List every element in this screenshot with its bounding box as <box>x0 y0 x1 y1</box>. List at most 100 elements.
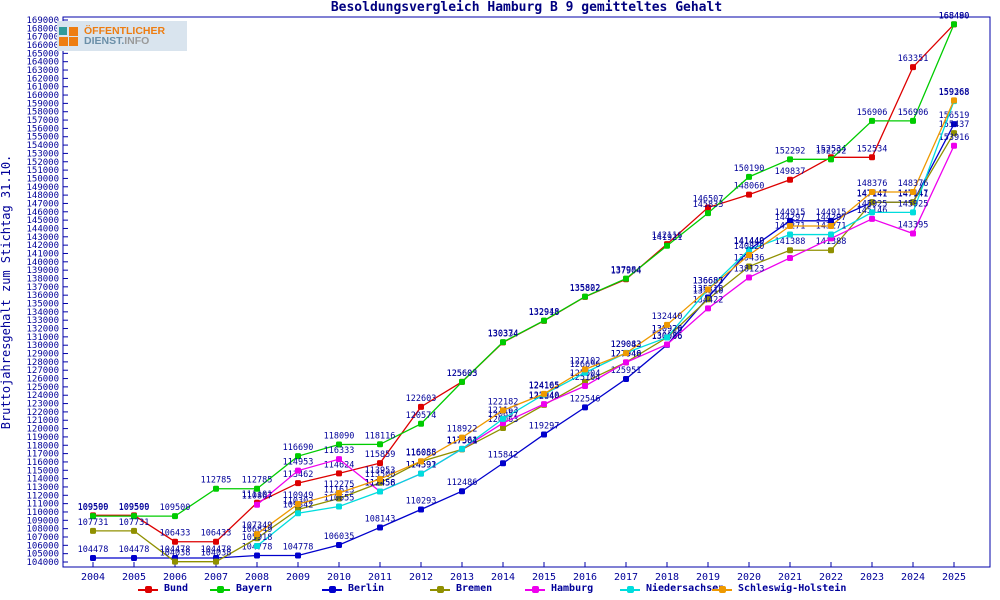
svg-text:135000: 135000 <box>26 300 59 310</box>
point-label: 145925 <box>898 199 929 209</box>
svg-text:2018: 2018 <box>655 572 679 583</box>
point-label: 109500 <box>160 503 191 513</box>
data-point <box>295 467 301 474</box>
svg-text:105000: 105000 <box>26 550 59 560</box>
point-label: 168480 <box>939 11 970 21</box>
point-label: 104038 <box>160 549 191 559</box>
svg-text:2005: 2005 <box>122 572 146 583</box>
legend-marker <box>322 585 342 593</box>
svg-text:2022: 2022 <box>819 572 843 583</box>
data-point <box>828 156 834 163</box>
logo-line2-info: INFO <box>124 35 150 47</box>
data-point <box>828 222 834 229</box>
point-label: 139436 <box>734 254 765 264</box>
point-label: 115842 <box>488 450 519 460</box>
series-bund: 109599 109599 106433 106433 111101 113462 1146… <box>78 11 970 545</box>
point-label: 130374 <box>488 329 519 339</box>
svg-text:2016: 2016 <box>573 572 597 583</box>
svg-text:124000: 124000 <box>26 391 59 401</box>
svg-text:137000: 137000 <box>26 283 59 293</box>
y-axis-title: Bruttojahresgehalt zum Stichtag 31.10. <box>0 155 13 430</box>
svg-text:157000: 157000 <box>26 116 59 126</box>
svg-text:114000: 114000 <box>26 475 59 485</box>
legend-label: Bayern <box>236 583 273 594</box>
legend-marker <box>138 585 158 593</box>
svg-text:111000: 111000 <box>26 500 59 510</box>
svg-text:2012: 2012 <box>409 572 433 583</box>
point-label: 110293 <box>406 497 437 507</box>
svg-text:166000: 166000 <box>26 41 59 51</box>
data-point <box>623 359 629 366</box>
data-point <box>418 458 424 465</box>
data-point <box>787 222 793 229</box>
svg-text:116000: 116000 <box>26 458 59 468</box>
point-label: 113500 <box>365 470 396 480</box>
data-point <box>418 420 424 427</box>
data-point <box>664 242 670 249</box>
data-point <box>336 456 342 463</box>
point-label: 112456 <box>365 478 396 488</box>
svg-text:138000: 138000 <box>26 274 59 284</box>
svg-text:129000: 129000 <box>26 350 59 360</box>
svg-text:107000: 107000 <box>26 533 59 543</box>
point-label: 126696 <box>570 360 601 370</box>
svg-text:140000: 140000 <box>26 258 59 268</box>
point-label: 116055 <box>406 448 437 458</box>
series-line <box>93 132 955 563</box>
point-label: 104478 <box>201 545 232 555</box>
plot-border <box>62 16 991 568</box>
point-label: 129043 <box>611 340 642 350</box>
svg-text:150000: 150000 <box>26 174 59 184</box>
svg-text:152000: 152000 <box>26 158 59 168</box>
legend-label: Schleswig-Holstein <box>738 583 847 594</box>
point-label: 117564 <box>447 436 478 446</box>
point-label: 143395 <box>898 221 929 231</box>
svg-text:122000: 122000 <box>26 408 59 418</box>
svg-text:162000: 162000 <box>26 74 59 84</box>
point-label: 159368 <box>939 87 970 97</box>
point-label: 106035 <box>324 532 355 542</box>
point-label: 112785 <box>201 476 232 486</box>
data-point <box>582 366 588 373</box>
legend-marker <box>430 585 450 593</box>
legend-label: Niedersachsen <box>646 583 725 594</box>
svg-text:106000: 106000 <box>26 541 59 551</box>
svg-text:109000: 109000 <box>26 516 59 526</box>
data-point <box>377 488 383 495</box>
data-point <box>541 390 547 397</box>
point-label: 107731 <box>78 518 109 528</box>
point-label: 156906 <box>898 108 929 118</box>
svg-text:165000: 165000 <box>26 49 59 59</box>
svg-text:113000: 113000 <box>26 483 59 493</box>
data-point <box>418 470 424 477</box>
svg-text:115000: 115000 <box>26 466 59 476</box>
point-label: 130926 <box>652 324 683 334</box>
data-point <box>623 375 629 382</box>
logo-line2-dienst: DIENST. <box>84 35 125 47</box>
point-label: 122603 <box>406 394 437 404</box>
svg-text:149000: 149000 <box>26 183 59 193</box>
svg-text:158000: 158000 <box>26 108 59 118</box>
point-label: 132440 <box>652 312 683 322</box>
svg-text:2021: 2021 <box>778 572 802 583</box>
point-label: 110949 <box>283 491 314 501</box>
point-label: 135802 <box>570 284 601 294</box>
point-label: 159268 <box>939 88 970 98</box>
point-label: 150190 <box>734 164 765 174</box>
svg-text:139000: 139000 <box>26 266 59 276</box>
svg-text:161000: 161000 <box>26 83 59 93</box>
data-point <box>213 538 219 545</box>
svg-text:163000: 163000 <box>26 66 59 76</box>
data-point <box>336 441 342 448</box>
point-label: 141440 <box>734 237 765 247</box>
data-point <box>705 204 711 211</box>
svg-text:123000: 123000 <box>26 400 59 410</box>
svg-text:2008: 2008 <box>245 572 269 583</box>
point-label: 113953 <box>365 466 396 476</box>
data-point <box>746 251 752 258</box>
point-label: 132918 <box>529 308 560 318</box>
data-point <box>213 485 219 492</box>
series-bremen: 1077311077311040381040381068491103021116… <box>78 120 969 565</box>
point-label: 114592 <box>406 461 437 471</box>
